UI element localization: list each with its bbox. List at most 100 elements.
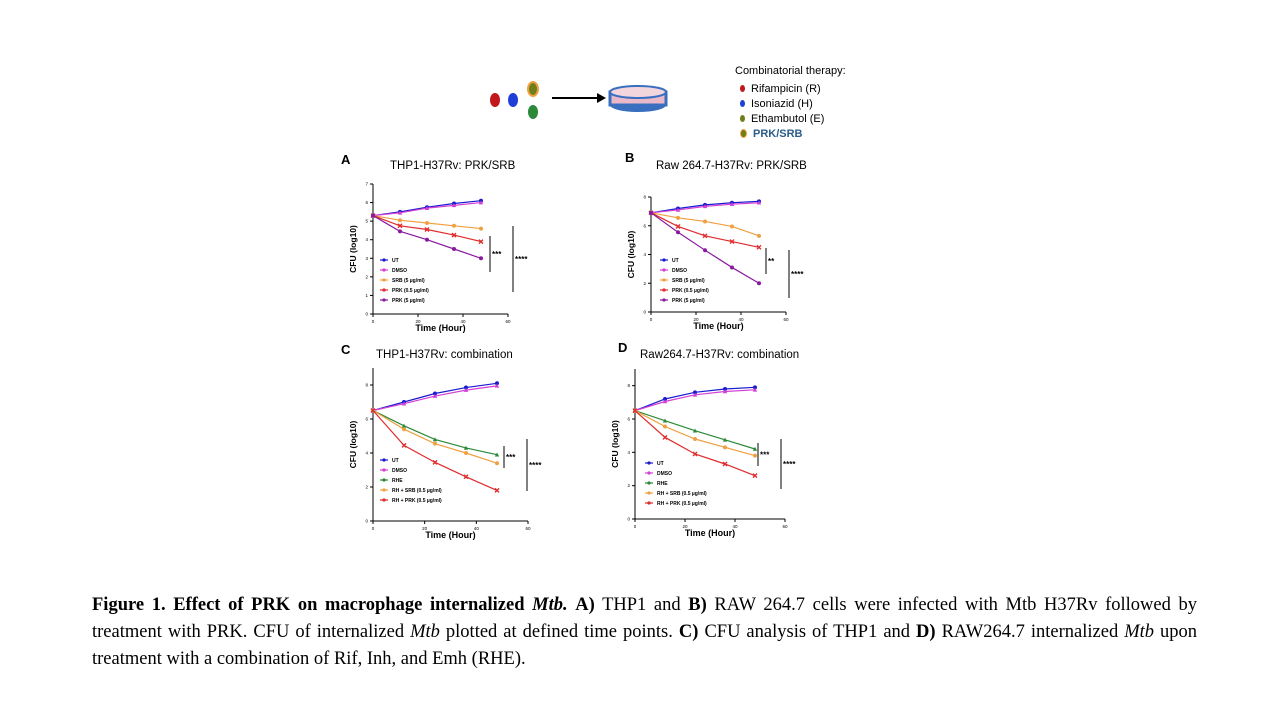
y-tick-label: 8 — [643, 195, 646, 200]
data-point — [432, 459, 438, 465]
data-point — [702, 233, 708, 239]
legend-marker — [382, 458, 386, 462]
x-tick-label: 60 — [783, 317, 789, 322]
y-tick-label: 0 — [643, 310, 646, 315]
data-point — [425, 221, 429, 225]
legend-label: DMSO — [672, 268, 687, 274]
legend-label: PRK (0.5 µg/ml) — [392, 288, 429, 294]
data-point — [663, 397, 667, 401]
x-axis-label: Time (Hour) — [685, 528, 735, 538]
chart-panel-a: 0 20 40 60 0 1 2 3 4 5 6 7 Time (Hour) CFU (log10) UT D… — [348, 182, 528, 334]
x-tick-label: 20 — [415, 319, 421, 324]
data-point — [675, 223, 681, 229]
x-axis-label: Time (Hour) — [415, 323, 465, 333]
schematic — [490, 81, 668, 119]
rifampicin-pill-icon — [490, 93, 500, 107]
data-point — [729, 239, 735, 245]
significance-label: **** — [515, 255, 528, 264]
panel-label-d: D — [618, 340, 628, 355]
y-tick-label: 8 — [627, 383, 630, 388]
data-point — [401, 423, 407, 428]
series-line — [372, 409, 498, 456]
data-point — [478, 200, 484, 205]
caption-text: THP1 and — [602, 595, 681, 615]
y-tick-label: 8 — [365, 383, 368, 388]
caption-text: plotted at defined time points. — [439, 622, 673, 642]
x-tick-label: 0 — [650, 317, 653, 322]
x-tick-label: 40 — [460, 319, 466, 324]
data-point — [464, 385, 468, 390]
legend-label: DMSO — [392, 468, 407, 474]
data-point — [432, 437, 438, 442]
legend-label: PRK (5 µg/ml) — [392, 298, 425, 304]
caption-a-label: A) — [575, 595, 595, 615]
legend-label: RHE — [392, 478, 403, 484]
petri-dish-icon — [608, 85, 668, 112]
pill-dot-icon — [740, 85, 745, 92]
legend-marker — [382, 468, 386, 472]
data-point — [662, 418, 668, 423]
x-axis-label: Time (Hour) — [425, 530, 475, 540]
x-tick-label: 60 — [782, 524, 788, 529]
legend-label: RHE — [657, 481, 668, 487]
data-point — [398, 229, 402, 234]
x-tick-label: 40 — [732, 524, 738, 529]
series-line — [372, 409, 498, 464]
panel-title-b: Raw 264.7-H37Rv: PRK/SRB — [656, 160, 807, 172]
data-point — [432, 393, 438, 398]
legend-marker — [647, 461, 651, 465]
caption-b-label: B) — [688, 595, 707, 615]
legend-label: RH + PRK (0.5 µg/ml) — [657, 501, 707, 507]
data-point — [692, 451, 698, 457]
caption-c-label: C) — [678, 622, 699, 642]
data-point — [676, 215, 680, 220]
data-point — [402, 427, 406, 432]
data-point — [452, 247, 456, 251]
y-tick-label: 4 — [365, 451, 368, 456]
y-axis-label: CFU (log10) — [610, 420, 620, 468]
series-line — [634, 410, 756, 457]
significance-label: *** — [760, 451, 770, 460]
data-point — [757, 281, 761, 286]
legend-item: Isoniazid (H) — [740, 96, 824, 111]
ethambutol-pill-icon — [528, 105, 538, 119]
legend-label: Rifampicin (R) — [751, 82, 821, 95]
legend-label: UT — [392, 258, 399, 264]
x-tick-label: 0 — [372, 319, 375, 324]
data-point — [494, 452, 500, 457]
y-tick-label: 1 — [365, 293, 368, 298]
data-point — [676, 230, 680, 235]
data-point — [752, 446, 758, 451]
legend-marker — [662, 278, 666, 282]
x-axis-label: Time (Hour) — [693, 321, 743, 331]
data-point — [662, 434, 668, 440]
legend-marker — [662, 268, 666, 272]
panel-label-c: C — [341, 342, 351, 357]
caption-d-label: D) — [916, 622, 936, 642]
legend-label: Ethambutol (E) — [751, 112, 825, 125]
legend-marker — [662, 288, 666, 292]
caption-mtb-italic: Mtb — [1124, 622, 1155, 642]
y-tick-label: 7 — [365, 182, 368, 187]
x-tick-label: 0 — [372, 526, 375, 531]
data-point — [723, 387, 727, 391]
significance-label: *** — [492, 250, 502, 259]
y-tick-label: 6 — [643, 223, 646, 228]
pill-dot-icon — [740, 100, 745, 107]
legend-label: Isoniazid (H) — [751, 97, 813, 110]
data-point — [723, 445, 727, 450]
legend-label: UT — [392, 458, 399, 464]
data-point — [463, 474, 469, 480]
chart-panel-c: 0 20 40 60 0 2 4 6 8 Time (Hour) CFU (log10) UT DMSO… — [348, 368, 542, 540]
legend-marker — [647, 471, 651, 475]
panel-label-a: A — [341, 152, 351, 167]
y-tick-label: 2 — [643, 281, 646, 286]
data-point — [730, 224, 734, 229]
data-point — [753, 453, 757, 458]
caption-mtb-italic: Mtb. — [532, 595, 568, 615]
data-point — [463, 445, 469, 450]
data-point — [752, 387, 758, 392]
pill-dot-icon — [740, 129, 747, 138]
data-point — [632, 408, 638, 414]
panel-title-d: Raw264.7-H37Rv: combination — [640, 349, 800, 361]
